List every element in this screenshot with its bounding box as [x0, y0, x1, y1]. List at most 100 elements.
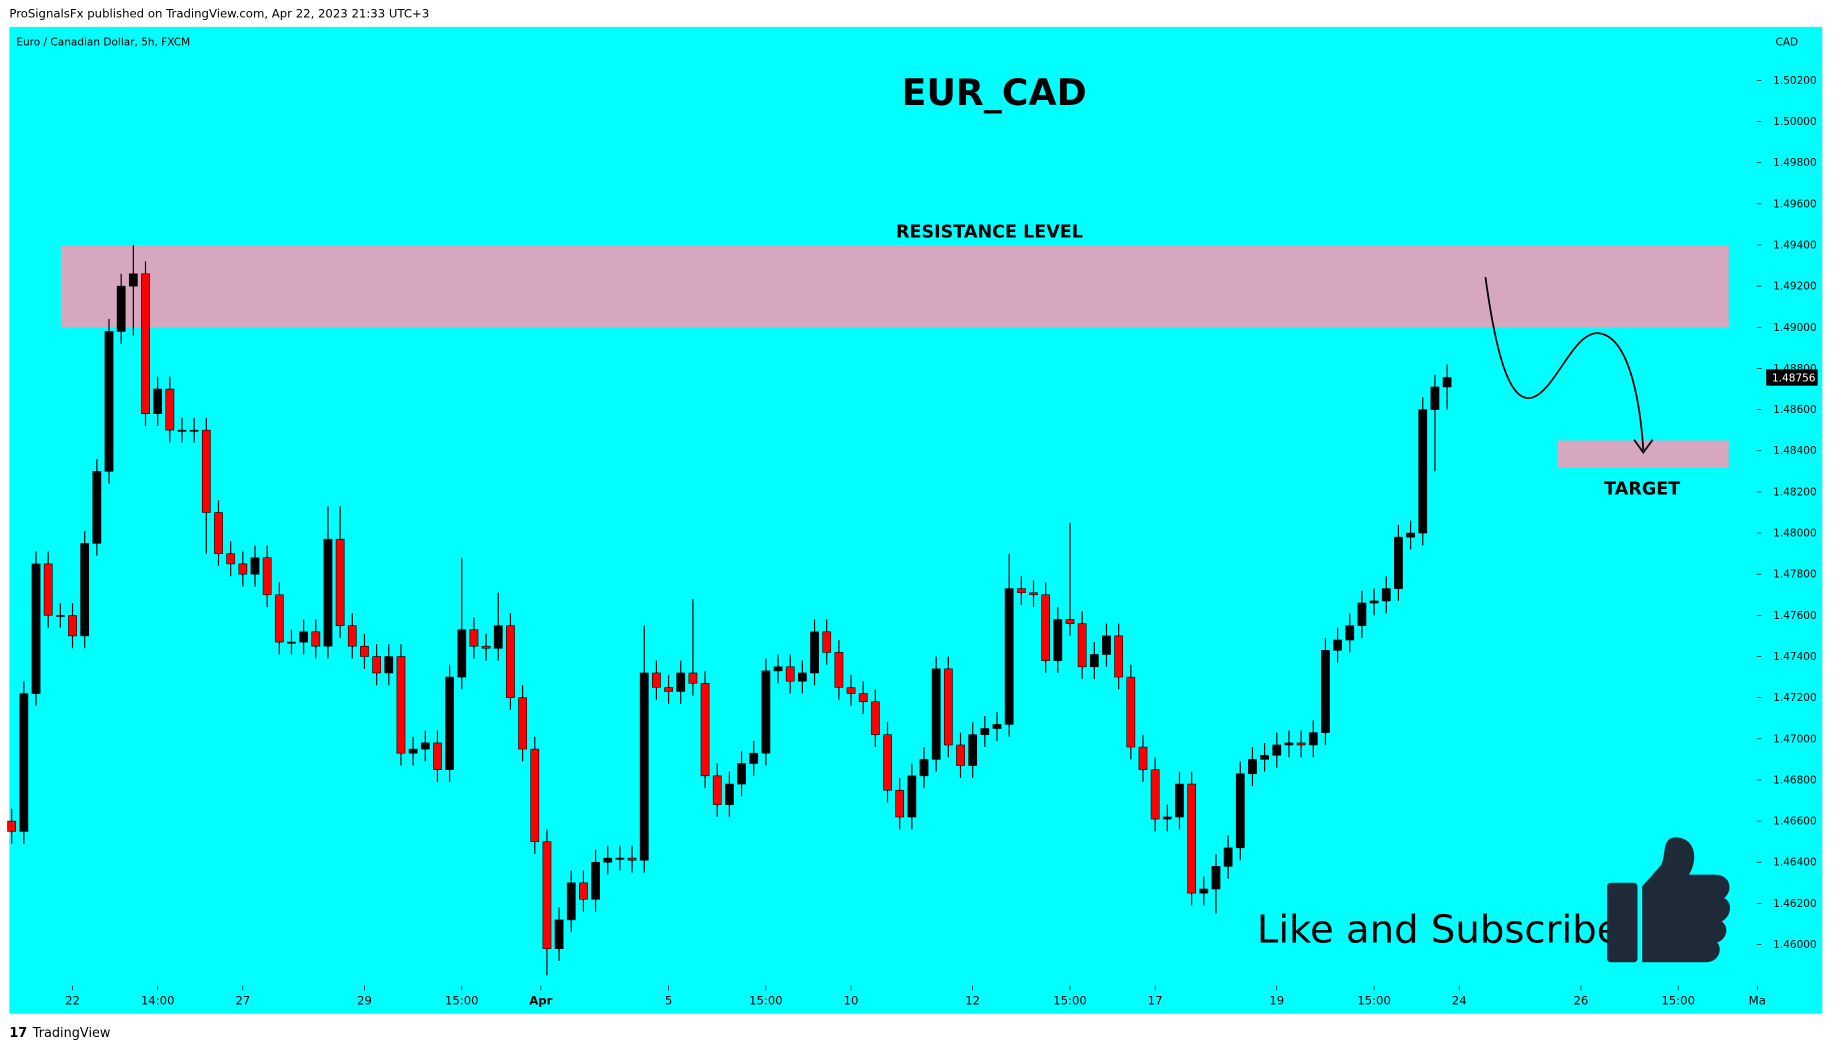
y-tick-label: 1.50200 — [1773, 75, 1817, 87]
x-tick-label: 14:00 — [141, 993, 175, 1007]
y-tick-label: 1.48200 — [1773, 486, 1817, 498]
candle-body — [433, 742, 442, 770]
candle-body — [457, 629, 467, 678]
candle-body — [1381, 588, 1391, 602]
candle-body — [274, 594, 284, 643]
candle-body — [323, 538, 333, 647]
candle-body — [664, 687, 673, 692]
y-tick-label: 1.47600 — [1773, 610, 1817, 622]
candle-body — [43, 563, 53, 616]
last-price-label: 1.48756 — [1772, 373, 1816, 385]
x-tick-label: 15:00 — [1053, 993, 1087, 1007]
footer: TradingView — [32, 1026, 111, 1041]
candle-body — [919, 759, 929, 777]
x-tick-label: 22 — [65, 993, 80, 1007]
candle-body — [688, 672, 698, 684]
candle-body — [1041, 594, 1051, 661]
candle-body — [250, 557, 260, 575]
candle-body — [1418, 409, 1428, 534]
symbol-info: Euro / Canadian Dollar, 5h, FXCM — [16, 37, 190, 49]
y-tick-label: 1.48800 — [1773, 363, 1817, 375]
candle-body — [262, 557, 272, 596]
candle-body — [725, 783, 734, 805]
candle-body — [1102, 635, 1111, 655]
candle-body — [92, 471, 102, 544]
y-tick-label: 1.49800 — [1773, 157, 1817, 169]
candle-body — [639, 672, 649, 861]
candle-body — [1442, 377, 1452, 388]
y-tick-label: 1.47800 — [1773, 569, 1817, 581]
candle-body — [1260, 754, 1270, 760]
x-tick-label: 29 — [357, 993, 372, 1007]
candle-body — [238, 563, 248, 575]
candle-body — [1162, 816, 1172, 820]
candle-body — [1235, 773, 1245, 849]
x-tick-label: 24 — [1452, 993, 1467, 1007]
candle-body — [141, 273, 150, 414]
candle-body — [1175, 783, 1184, 818]
candle-body — [1150, 769, 1160, 820]
x-tick-label: 15:00 — [1661, 993, 1695, 1007]
candle-body — [1296, 742, 1306, 746]
candle-body — [700, 682, 710, 777]
y-tick-label: 1.47200 — [1773, 692, 1817, 704]
x-tick-label: 27 — [235, 993, 250, 1007]
last-price-tag — [1766, 369, 1818, 386]
candle-body — [68, 615, 77, 637]
y-tick-label: 1.46400 — [1773, 857, 1817, 869]
candle-body — [201, 429, 211, 513]
x-tick-label: 5 — [665, 993, 672, 1007]
candle-body — [1394, 536, 1403, 589]
candle-body — [1345, 625, 1355, 641]
candle-body — [1126, 676, 1136, 748]
candle-body — [737, 763, 746, 785]
candle-body — [1199, 888, 1209, 894]
x-tick-label: 15:00 — [445, 993, 479, 1007]
y-tick-label: 1.48000 — [1773, 528, 1817, 540]
candle-body — [810, 631, 819, 674]
candle-body — [542, 841, 552, 949]
candle-body — [956, 744, 965, 766]
candle-body — [1430, 386, 1440, 410]
candle-body — [1369, 600, 1379, 604]
y-tick-label: 1.49200 — [1773, 281, 1817, 293]
candle-body — [1321, 650, 1330, 733]
candle-body — [1089, 654, 1099, 668]
thumbs-up-icon — [1607, 837, 1731, 963]
candle-body — [7, 820, 17, 832]
candle-body — [858, 693, 868, 703]
candle-body — [372, 656, 382, 674]
candle-body — [153, 388, 163, 414]
candle-body — [566, 882, 576, 921]
candle-body — [408, 748, 418, 754]
candle-body — [1223, 847, 1233, 867]
candle-body — [469, 629, 479, 647]
candle-body — [1053, 619, 1063, 661]
candle-body — [870, 701, 880, 735]
x-tick-label: 15:00 — [749, 993, 783, 1007]
candle-body — [31, 563, 41, 694]
x-tick-label: Apr — [529, 993, 552, 1007]
candle-body — [214, 512, 223, 554]
x-tick-label: 10 — [844, 993, 859, 1007]
x-tick-label: 19 — [1269, 993, 1284, 1007]
candle-body — [591, 861, 600, 900]
y-tick-label: 1.49400 — [1773, 239, 1817, 251]
candle-body — [1065, 619, 1075, 624]
candle-body — [627, 857, 637, 861]
candle-body — [55, 615, 65, 617]
candle-body — [749, 752, 759, 764]
candle-body — [1187, 783, 1197, 894]
candle-body — [530, 748, 540, 842]
candle-body — [189, 429, 199, 432]
projection-arrow — [1484, 276, 1654, 454]
candle-body — [883, 734, 892, 791]
target-label: TARGET — [1604, 480, 1680, 500]
y-tick-label: 1.46200 — [1773, 898, 1817, 910]
candle-body — [445, 676, 454, 770]
x-tick-label: 12 — [965, 993, 980, 1007]
candle-body — [165, 388, 175, 431]
candle-body — [761, 670, 771, 754]
tv-logo: 𝟭𝟳 — [9, 1026, 27, 1041]
